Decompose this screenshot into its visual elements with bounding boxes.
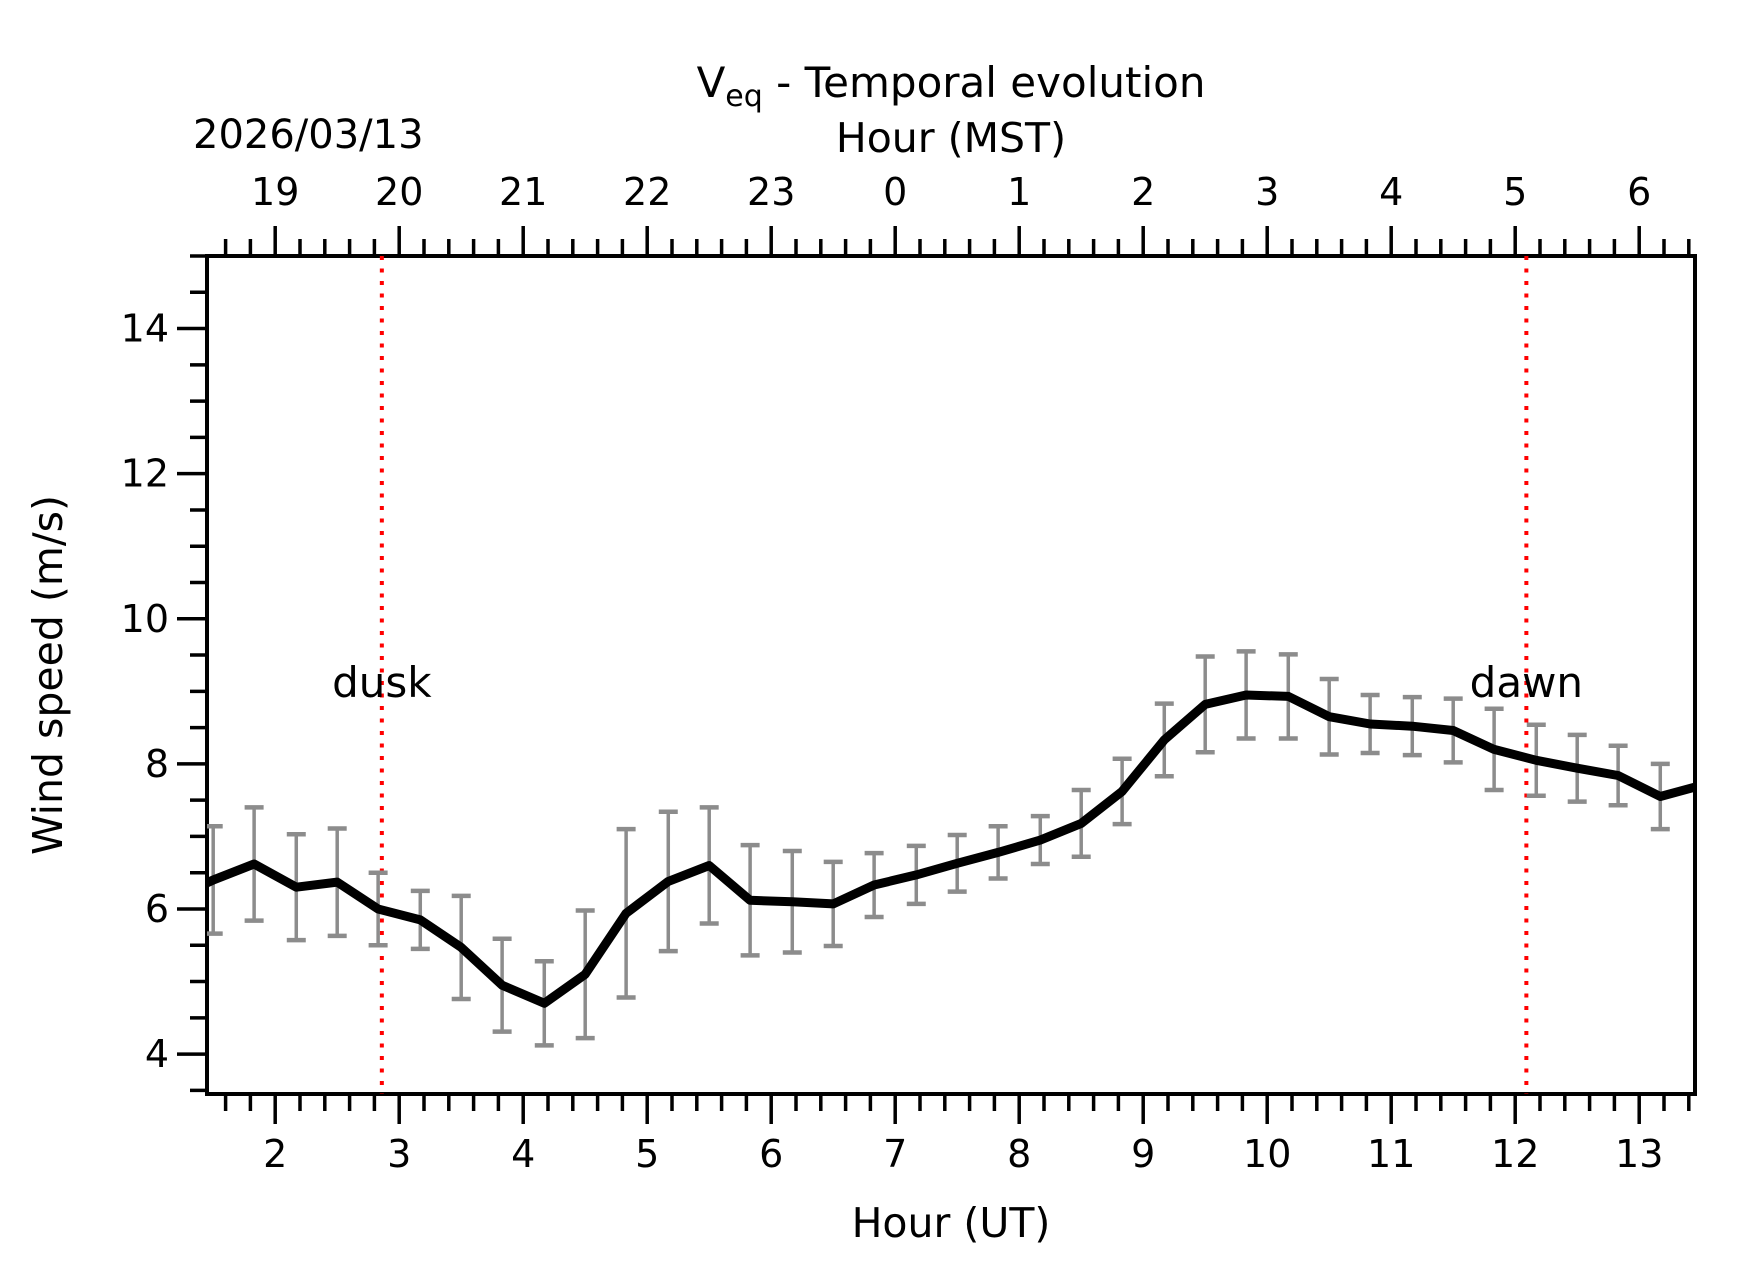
chart-title: Veq - Temporal evolution xyxy=(697,58,1206,114)
top-axis-tick-label: 1 xyxy=(1007,170,1031,214)
top-axis-tick-label: 19 xyxy=(251,170,299,214)
x-axis-tick-label: 9 xyxy=(1131,1132,1155,1176)
top-axis-tick-label: 0 xyxy=(883,170,907,214)
x-axis-tick-label: 2 xyxy=(263,1132,287,1176)
x-axis-tick-label: 10 xyxy=(1243,1132,1291,1176)
y-axis-tick-label: 10 xyxy=(121,597,169,641)
top-axis-tick-label: 2 xyxy=(1131,170,1155,214)
top-axis-title: Hour (MST) xyxy=(836,114,1066,162)
top-axis-tick-label: 6 xyxy=(1627,170,1651,214)
dusk-label: dusk xyxy=(332,658,432,707)
top-axis-tick-label: 5 xyxy=(1503,170,1527,214)
top-axis-tick-label: 4 xyxy=(1379,170,1403,214)
x-axis-tick-label: 7 xyxy=(883,1132,907,1176)
x-axis-tick-label: 3 xyxy=(387,1132,411,1176)
top-axis-tick-label: 21 xyxy=(499,170,547,214)
top-axis-tick-label: 3 xyxy=(1255,170,1279,214)
x-axis-tick-label: 8 xyxy=(1007,1132,1031,1176)
y-axis-tick-label: 12 xyxy=(121,452,169,496)
y-axis-tick-label: 6 xyxy=(145,887,169,931)
x-axis-tick-label: 6 xyxy=(759,1132,783,1176)
x-axis-tick-label: 13 xyxy=(1615,1132,1663,1176)
x-axis-tick-label: 11 xyxy=(1367,1132,1415,1176)
top-axis-tick-label: 20 xyxy=(375,170,423,214)
x-axis-tick-label: 5 xyxy=(635,1132,659,1176)
bottom-axis-title: Hour (UT) xyxy=(852,1199,1051,1247)
y-axis-tick-label: 14 xyxy=(121,307,169,351)
dawn-label: dawn xyxy=(1470,658,1583,707)
y-axis-tick-label: 8 xyxy=(145,742,169,786)
wind-speed-curve xyxy=(207,690,1695,1008)
axes-box xyxy=(205,254,1697,1096)
top-axis-tick-label: 23 xyxy=(747,170,795,214)
date-label: 2026/03/13 xyxy=(193,112,424,158)
y-axis-tick-label: 4 xyxy=(145,1032,169,1076)
top-axis-tick-label: 22 xyxy=(623,170,671,214)
x-axis-tick-label: 12 xyxy=(1491,1132,1539,1176)
y-axis-title: Wind speed (m/s) xyxy=(24,495,72,855)
x-axis-tick-label: 4 xyxy=(511,1132,535,1176)
